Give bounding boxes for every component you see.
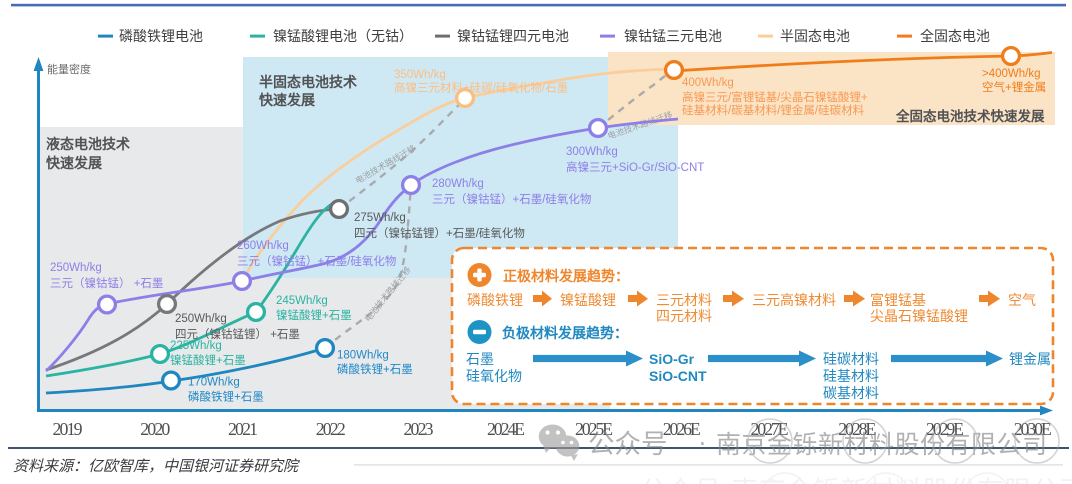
svg-text:2020: 2020	[140, 419, 170, 439]
svg-text:南京金铄新材料股份有限公司: 南京金铄新材料股份有限公司	[716, 431, 1048, 459]
svg-text:·: ·	[698, 427, 707, 457]
svg-text:三元材料: 三元材料	[656, 292, 712, 308]
svg-text:170Wh/kg: 170Wh/kg	[188, 377, 240, 389]
svg-text:250Wh/kg: 250Wh/kg	[175, 313, 227, 325]
svg-text:硅基材料/碳基材料/锂金属/硅碳材料: 硅基材料/碳基材料/锂金属/硅碳材料	[682, 103, 865, 117]
svg-text:四元（镍钴锰锂） +石墨: 四元（镍钴锰锂） +石墨	[175, 327, 300, 341]
svg-text:镍锰酸锂: 镍锰酸锂	[560, 292, 616, 308]
svg-text:三元（镍钴锰）+石墨/硅氧化物: 三元（镍钴锰）+石墨/硅氧化物	[237, 254, 396, 268]
svg-text:全固态电池技术快速发展: 全固态电池技术快速发展	[895, 108, 1045, 124]
svg-text:镍钴锰三元电池: 镍钴锰三元电池	[624, 28, 722, 44]
svg-text:225Wh/kg: 225Wh/kg	[170, 340, 222, 352]
svg-text:四元材料: 四元材料	[656, 308, 712, 324]
svg-text:尖晶石镍锰酸锂: 尖晶石镍锰酸锂	[870, 308, 968, 324]
svg-text:资料来源：亿欧智库，中国银河证券研究院: 资料来源：亿欧智库，中国银河证券研究院	[13, 458, 300, 475]
svg-text:高镍三元+SiO-Gr/SiO-CNT: 高镍三元+SiO-Gr/SiO-CNT	[566, 160, 704, 174]
svg-text:能量密度: 能量密度	[47, 62, 91, 76]
svg-text:空气: 空气	[1008, 292, 1036, 308]
svg-text:液态电池技术: 液态电池技术	[46, 136, 130, 152]
svg-text:镍钴锰锂四元电池: 镍钴锰锂四元电池	[457, 28, 569, 44]
svg-text:石墨: 石墨	[466, 351, 494, 367]
svg-text:280Wh/kg: 280Wh/kg	[432, 178, 484, 190]
svg-text:三元高镍材料: 三元高镍材料	[752, 292, 836, 308]
svg-text:碳基材料: 碳基材料	[823, 385, 879, 401]
svg-text:三元（镍钴锰） +石墨: 三元（镍钴锰） +石墨	[50, 276, 163, 290]
svg-text:磷酸铁锂+石墨: 磷酸铁锂+石墨	[337, 362, 413, 376]
svg-text:2023: 2023	[404, 419, 434, 439]
svg-text:三元（镍钴锰）+石墨/硅氧化物: 三元（镍钴锰）+石墨/硅氧化物	[432, 192, 591, 206]
svg-text:锂金属: 锂金属	[1009, 351, 1051, 367]
svg-text:快速发展: 快速发展	[259, 92, 315, 108]
svg-text:镍锰酸锂+石墨: 镍锰酸锂+石墨	[276, 308, 352, 322]
svg-text:2022: 2022	[316, 419, 346, 439]
svg-text:260Wh/kg: 260Wh/kg	[237, 240, 289, 252]
svg-text:硅基材料: 硅基材料	[823, 368, 879, 384]
svg-text:400Wh/kg: 400Wh/kg	[682, 77, 734, 89]
svg-text:富锂锰基: 富锂锰基	[870, 292, 926, 308]
svg-text:275Wh/kg: 275Wh/kg	[354, 212, 406, 224]
svg-text:负极材料发展趋势：: 负极材料发展趋势：	[502, 325, 628, 341]
svg-text:2027E: 2027E	[751, 419, 789, 439]
svg-text:镍锰酸锂+石墨: 镍锰酸锂+石墨	[170, 353, 246, 367]
svg-text:硅氧化物: 硅氧化物	[466, 368, 522, 384]
svg-text:SiO-CNT: SiO-CNT	[649, 368, 707, 384]
svg-text:2029E: 2029E	[926, 419, 964, 439]
svg-text:磷酸铁锂电池: 磷酸铁锂电池	[119, 28, 203, 44]
svg-text:SiO-Gr: SiO-Gr	[649, 351, 695, 367]
svg-text:2025E: 2025E	[575, 419, 613, 439]
svg-text:250Wh/kg: 250Wh/kg	[50, 262, 102, 274]
svg-text:>400Wh/kg: >400Wh/kg	[982, 68, 1041, 80]
svg-text:四元（镍钴锰锂）+石墨/硅氧化物: 四元（镍钴锰锂）+石墨/硅氧化物	[354, 226, 525, 240]
svg-text:镍锰酸锂电池（无钴）: 镍锰酸锂电池（无钴）	[273, 28, 413, 44]
svg-text:180Wh/kg: 180Wh/kg	[337, 350, 389, 362]
svg-text:磷酸铁锂: 磷酸铁锂	[467, 292, 523, 308]
svg-text:300Wh/kg: 300Wh/kg	[566, 146, 618, 158]
svg-text:半固态电池: 半固态电池	[780, 28, 850, 44]
svg-text:硅碳材料: 硅碳材料	[823, 351, 879, 367]
svg-text:快速发展: 快速发展	[46, 155, 102, 171]
svg-text:高镍三元材料+硅碳/硅氧化物/石墨: 高镍三元材料+硅碳/硅氧化物/石墨	[394, 81, 568, 95]
svg-text:2019: 2019	[53, 419, 83, 439]
svg-text:公众号·南京金铄新材料股份有限公司: 公众号·南京金铄新材料股份有限公司	[640, 476, 1072, 484]
svg-text:正极材料发展趋势：: 正极材料发展趋势：	[503, 268, 629, 284]
svg-text:公众号: 公众号	[588, 429, 668, 459]
svg-text:磷酸铁锂+石墨: 磷酸铁锂+石墨	[188, 390, 264, 404]
svg-text:2024E: 2024E	[487, 419, 525, 439]
svg-text:高镍三元/富锂锰基/尖晶石镍锰酸锂+: 高镍三元/富锂锰基/尖晶石镍锰酸锂+	[682, 90, 868, 104]
svg-text:2026E: 2026E	[663, 419, 701, 439]
svg-text:2030E: 2030E	[1014, 419, 1052, 439]
svg-text:350Wh/kg: 350Wh/kg	[394, 69, 446, 81]
svg-text:2028E: 2028E	[838, 419, 876, 439]
svg-text:245Wh/kg: 245Wh/kg	[276, 295, 328, 307]
svg-text:空气+锂金属: 空气+锂金属	[982, 80, 1046, 94]
svg-text:2021: 2021	[228, 419, 258, 439]
svg-text:半固态电池技术: 半固态电池技术	[259, 74, 357, 90]
svg-text:全固态电池: 全固态电池	[920, 28, 990, 44]
